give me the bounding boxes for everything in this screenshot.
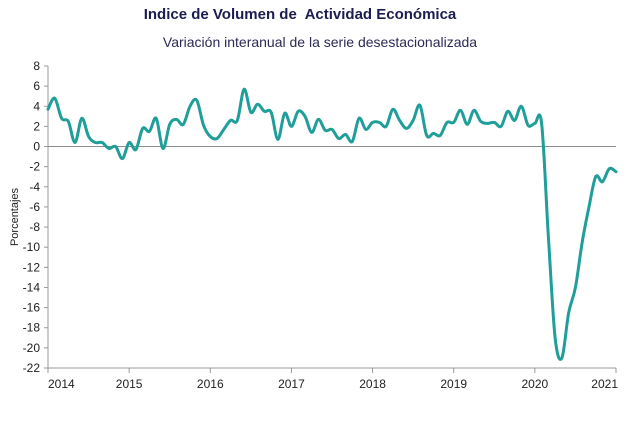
y-tick-label: -4 bbox=[29, 180, 40, 194]
y-tick-label: -16 bbox=[23, 301, 41, 315]
x-tick-label: 2016 bbox=[197, 377, 224, 391]
y-tick-label: -14 bbox=[23, 280, 41, 294]
y-axis: 8 6 4 2 0 -2 -4 -6 -8 -10 -12 -14 -16 -18 -20 -22 bbox=[23, 59, 49, 375]
x-tick-label: 2019 bbox=[440, 377, 467, 391]
y-tick-label: -2 bbox=[29, 160, 40, 174]
y-tick-label: -12 bbox=[23, 260, 41, 274]
y-tick-label: -22 bbox=[23, 361, 41, 375]
y-tick-label: 4 bbox=[33, 99, 40, 113]
y-tick-label: 8 bbox=[33, 59, 40, 73]
plot-area bbox=[46, 87, 618, 361]
x-axis: 2014 2015 2016 2017 2018 2019 2020 2021 bbox=[47, 367, 618, 391]
y-tick-label: -6 bbox=[29, 200, 40, 214]
chart-title: Indice de Volumen de Actividad Económica bbox=[143, 6, 457, 23]
chart-subtitle: Variación interanual de la serie desesta… bbox=[162, 34, 478, 50]
y-tick-label: 2 bbox=[33, 119, 40, 133]
x-tick-label: 2021 bbox=[591, 377, 618, 391]
x-tick-label: 2017 bbox=[278, 377, 305, 391]
y-tick-label: -8 bbox=[29, 220, 40, 234]
y-tick-label: 6 bbox=[33, 79, 40, 93]
y-tick-label: -20 bbox=[23, 341, 41, 355]
x-tick-label: 2014 bbox=[48, 377, 75, 391]
y-tick-label: -18 bbox=[23, 321, 41, 335]
x-tick-label: 2020 bbox=[522, 377, 549, 391]
x-tick-label: 2015 bbox=[116, 377, 143, 391]
y-axis-label: Porcentajes bbox=[9, 187, 21, 246]
series-line bbox=[46, 87, 618, 361]
x-tick-label: 2018 bbox=[359, 377, 386, 391]
y-tick-label: -10 bbox=[23, 240, 41, 254]
y-tick-label: 0 bbox=[33, 140, 40, 154]
